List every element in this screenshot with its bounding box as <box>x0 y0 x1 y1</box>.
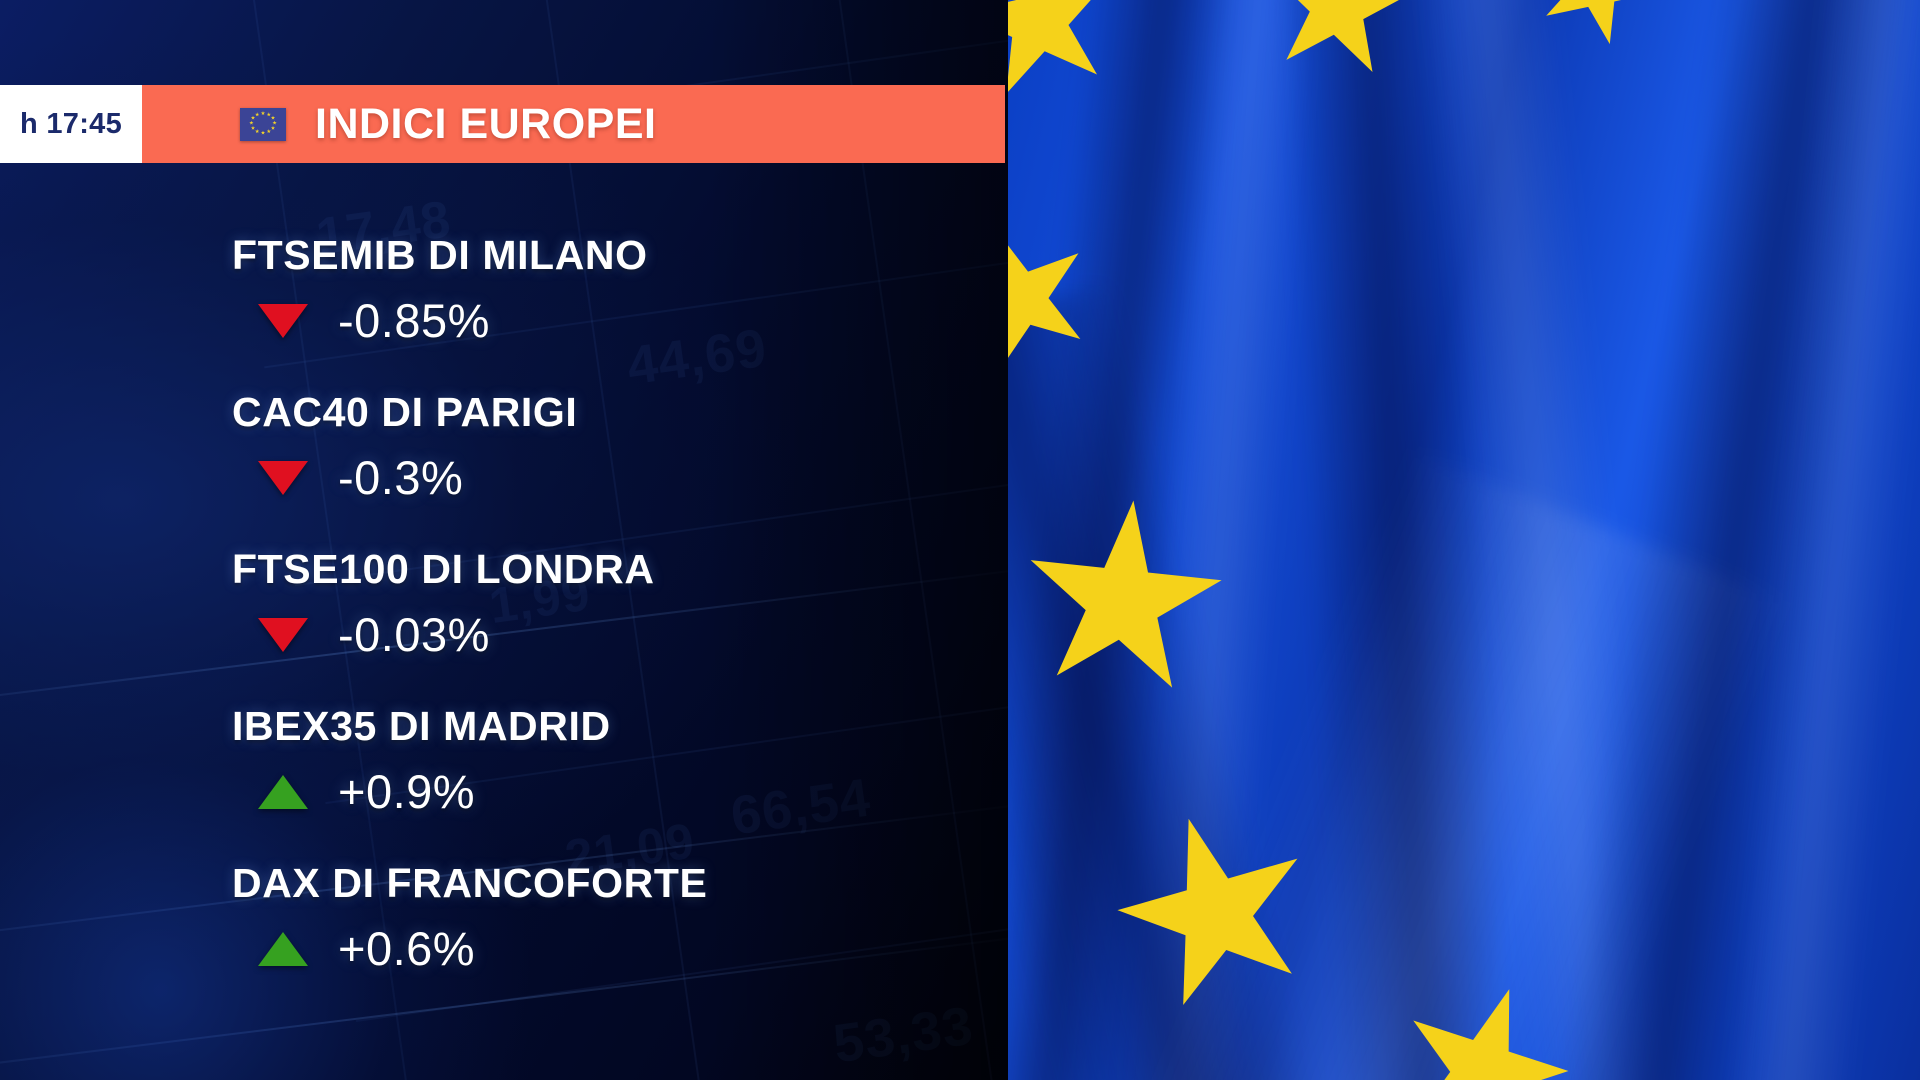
page-title: INDICI EUROPEI <box>315 99 657 148</box>
index-change: -0.3% <box>338 451 464 504</box>
triangle-up-icon <box>258 931 308 966</box>
index-value-row: -0.85% <box>258 293 1008 348</box>
index-change: -0.03% <box>338 608 490 661</box>
triangle-down-icon <box>258 460 308 495</box>
triangle-up-icon <box>258 774 308 809</box>
index-value-row: -0.3% <box>258 450 1008 505</box>
index-value-row: -0.03% <box>258 607 1008 662</box>
triangle-down-icon <box>258 617 308 652</box>
time-label: h 17:45 <box>19 107 123 140</box>
indices-list: FTSEMIB DI MILANO -0.85% CAC40 DI PARIGI… <box>0 232 1008 1017</box>
index-change: +0.6% <box>338 922 476 975</box>
index-value-row: +0.9% <box>258 764 1008 819</box>
triangle-down-icon <box>258 303 308 338</box>
index-name: FTSE100 DI LONDRA <box>232 546 655 592</box>
time-badge: h 17:45 <box>0 85 142 163</box>
index-row: IBEX35 DI MADRID +0.9% <box>0 703 1008 860</box>
index-row: CAC40 DI PARIGI -0.3% <box>0 389 1008 546</box>
index-value-row: +0.6% <box>258 921 1008 976</box>
index-row: FTSE100 DI LONDRA -0.03% <box>0 546 1008 703</box>
eu-flag-photo <box>1008 0 1920 1080</box>
index-change: -0.85% <box>338 294 490 347</box>
index-row: DAX DI FRANCOFORTE +0.6% <box>0 860 1008 1017</box>
index-change: +0.9% <box>338 765 476 818</box>
index-name: IBEX35 DI MADRID <box>232 703 611 749</box>
header-title-bar: INDICI EUROPEI <box>142 85 1005 163</box>
eu-flag-icon <box>240 107 286 141</box>
index-name: DAX DI FRANCOFORTE <box>232 860 708 906</box>
index-name: CAC40 DI PARIGI <box>232 389 578 435</box>
index-row: FTSEMIB DI MILANO -0.85% <box>0 232 1008 389</box>
index-name: FTSEMIB DI MILANO <box>232 232 648 278</box>
